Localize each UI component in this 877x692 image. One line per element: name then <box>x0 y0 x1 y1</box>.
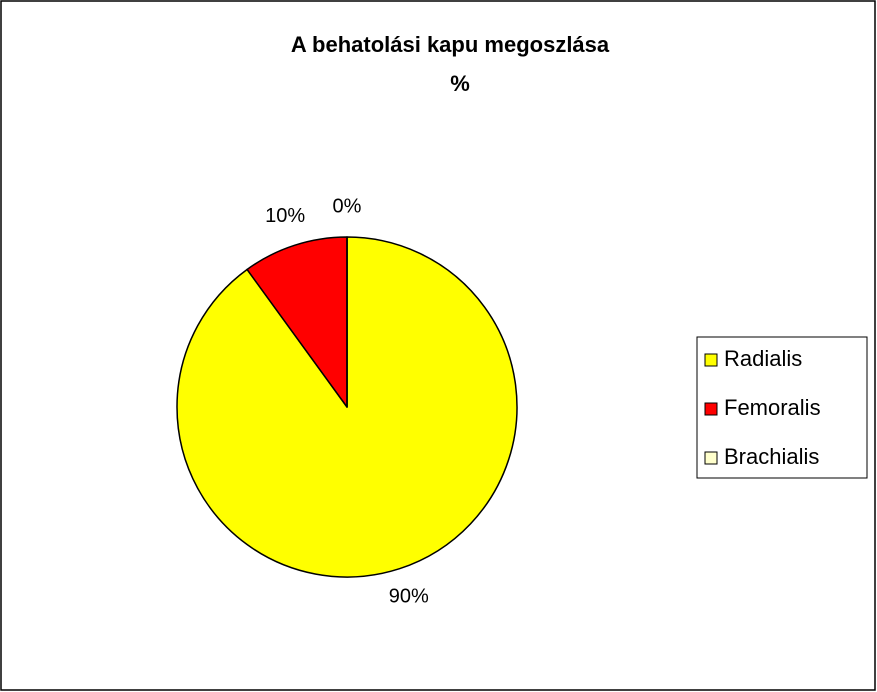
pie-slice <box>246 236 348 408</box>
data-label: 90% <box>389 585 429 607</box>
legend-swatch <box>704 451 718 465</box>
legend-swatch <box>704 402 718 416</box>
chart-title: A behatolási kapu megoszlása <box>291 32 610 57</box>
legend-label: Radialis <box>724 346 802 371</box>
pie-slice <box>176 236 518 578</box>
legend-box <box>696 336 868 479</box>
data-label: 10% <box>265 205 305 227</box>
legend-swatch <box>704 353 718 367</box>
data-label: 0% <box>333 195 362 217</box>
legend-label: Brachialis <box>724 444 819 469</box>
chart-subtitle: % <box>450 71 470 96</box>
legend-label: Femoralis <box>724 395 821 420</box>
